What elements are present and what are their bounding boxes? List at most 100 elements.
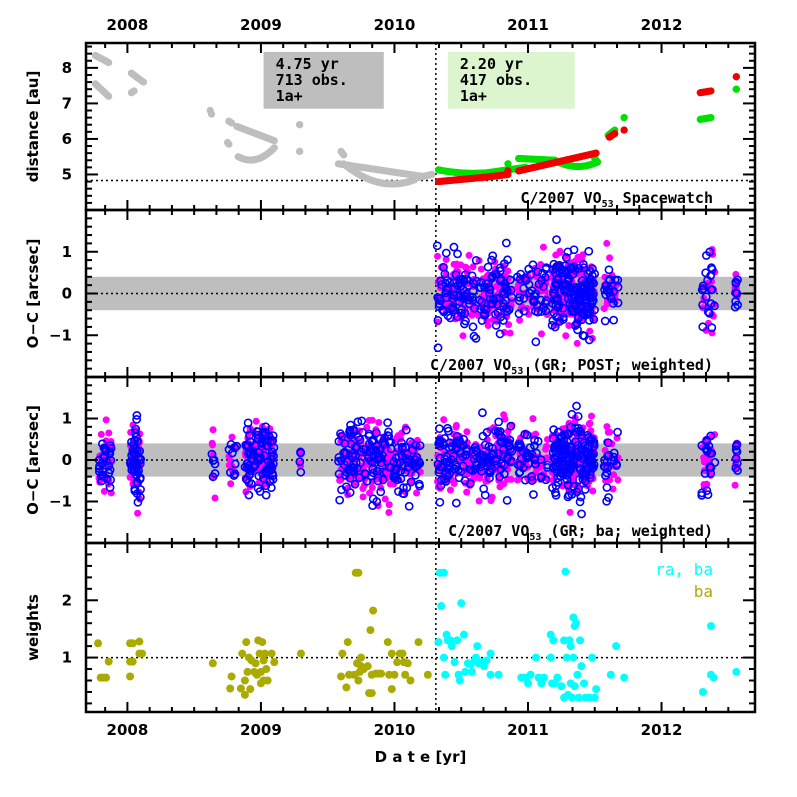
dec-residual-point — [549, 425, 559, 435]
dec-residual-point — [295, 457, 305, 467]
dec-residual-point — [530, 435, 539, 445]
dec-residual-point — [569, 245, 579, 255]
dec-residual-point — [494, 448, 503, 458]
dec-residual-point — [527, 450, 537, 459]
dec-residual-point — [451, 270, 461, 280]
dec-residual-point — [569, 262, 579, 272]
dec-residual-point — [471, 333, 481, 343]
dec-residual-point — [364, 431, 374, 441]
weight-point — [574, 693, 583, 702]
dec-residual-point — [481, 305, 491, 315]
dec-residual-point — [352, 441, 361, 451]
dec-residual-point — [548, 434, 558, 443]
dec-residual-point — [589, 314, 599, 324]
dec-residual-point — [334, 452, 344, 462]
top-year-label: 2010 — [374, 16, 416, 34]
ra-residual-point — [504, 267, 512, 275]
ra-residual-point — [475, 497, 483, 505]
dec-residual-point — [529, 490, 538, 499]
dec-residual-point — [469, 454, 479, 464]
ra-residual-point — [360, 481, 368, 489]
dec-residual-point — [697, 285, 707, 295]
data-point — [732, 85, 740, 93]
dec-residual-point — [558, 312, 568, 322]
dec-residual-point — [527, 286, 537, 296]
weight-point — [102, 673, 111, 682]
weight-point — [459, 630, 468, 639]
weight-point — [590, 693, 599, 702]
weight-point — [576, 636, 585, 645]
dec-residual-point — [449, 305, 458, 315]
dec-residual-point — [467, 271, 477, 281]
weight-point — [363, 662, 372, 671]
dec-residual-point — [458, 461, 468, 471]
data-point — [227, 119, 236, 127]
weight-point — [473, 642, 482, 651]
y-tick-label: 8 — [62, 59, 72, 77]
dec-residual-point — [128, 448, 138, 457]
weight-point — [439, 653, 448, 662]
ra-residual-point — [556, 247, 564, 255]
dec-residual-point — [415, 441, 425, 450]
ra-residual-point — [366, 489, 374, 497]
annotation-bg — [518, 189, 715, 210]
dec-residual-point — [434, 468, 444, 477]
dec-residual-point — [613, 298, 623, 308]
dec-residual-point — [375, 445, 385, 455]
y-axis-title: O−C [arcsec] — [24, 405, 42, 515]
stats-box-0 — [263, 51, 384, 109]
dec-residual-point — [567, 489, 577, 499]
ra-residual-point — [516, 316, 524, 324]
dec-residual-point — [256, 438, 266, 448]
ra-residual-point — [385, 501, 393, 509]
dec-residual-point — [551, 461, 560, 471]
dec-residual-point — [573, 411, 583, 421]
dec-residual-point — [483, 262, 493, 272]
dec-residual-point — [572, 401, 581, 411]
weight-point — [227, 672, 236, 681]
dec-residual-point — [706, 469, 716, 478]
dec-residual-point — [576, 465, 585, 474]
weight-point — [568, 693, 577, 702]
dec-residual-point — [452, 436, 462, 446]
dec-residual-point — [527, 472, 537, 481]
dec-residual-point — [590, 269, 600, 279]
dec-residual-point — [346, 439, 356, 449]
dec-residual-point — [397, 444, 407, 453]
ra-residual-point — [463, 439, 471, 447]
dec-residual-point — [536, 455, 546, 464]
dec-residual-point — [95, 461, 104, 471]
dec-residual-point — [571, 437, 581, 447]
dec-residual-point — [529, 291, 539, 300]
dec-residual-point — [578, 259, 588, 269]
y-tick-label: 6 — [62, 130, 72, 148]
ra-residual-point — [100, 487, 108, 495]
dec-residual-point — [453, 312, 463, 321]
dec-residual-point — [587, 456, 597, 466]
dec-residual-point — [130, 456, 140, 466]
dec-residual-point — [472, 447, 482, 456]
ra-residual-point — [413, 489, 421, 497]
dec-residual-point — [259, 473, 268, 483]
ra-residual-point — [134, 509, 142, 517]
dec-residual-point — [404, 501, 414, 511]
dec-residual-point — [707, 264, 717, 274]
ra-residual-point — [603, 239, 611, 247]
dec-residual-point — [255, 487, 265, 496]
ra-residual-point — [731, 481, 739, 489]
dec-residual-point — [361, 469, 370, 479]
ra-residual-point — [496, 483, 504, 491]
dec-residual-point — [469, 331, 479, 341]
dec-residual-point — [208, 472, 218, 482]
data-point — [139, 78, 148, 86]
dec-residual-point — [470, 442, 480, 452]
dec-residual-point — [436, 481, 446, 491]
dec-residual-point — [732, 458, 742, 468]
dec-residual-point — [507, 446, 517, 456]
ra-residual-point — [532, 469, 540, 477]
dec-residual-point — [402, 449, 412, 459]
weight-point — [612, 642, 621, 651]
ra-residual-point — [484, 322, 492, 330]
dec-residual-point — [475, 295, 485, 305]
dec-residual-point — [384, 437, 394, 447]
